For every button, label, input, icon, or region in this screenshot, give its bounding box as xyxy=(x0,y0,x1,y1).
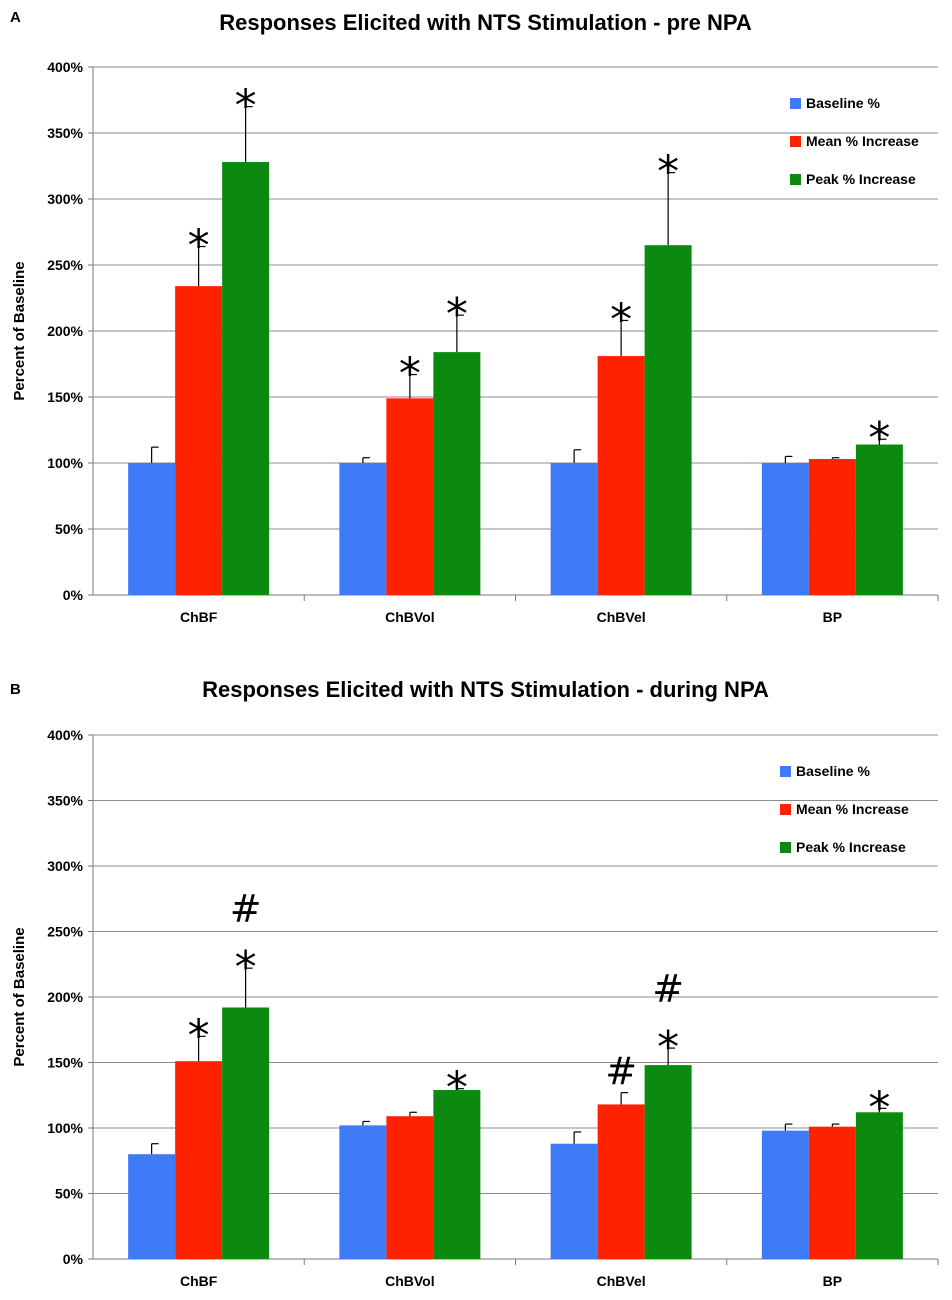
significance-star: * xyxy=(446,289,468,340)
bar-peak-chbvel xyxy=(644,1065,692,1259)
significance-star: * xyxy=(399,349,421,400)
y-tick-label: 200% xyxy=(47,989,83,1005)
y-tick-label: 400% xyxy=(47,59,83,75)
y-axis-label: Percent of Baseline xyxy=(11,261,28,400)
y-tick-label: 100% xyxy=(47,455,83,471)
bar-baseline-bp xyxy=(761,1130,809,1259)
legend-swatch-baseline xyxy=(780,766,791,777)
panel-label: B xyxy=(10,681,21,698)
significance-hash: # xyxy=(652,967,684,1011)
y-tick-label: 300% xyxy=(47,191,83,207)
x-tick-label: ChBVel xyxy=(597,1273,646,1289)
legend-swatch-mean xyxy=(790,136,801,147)
legend-label: Mean % Increase xyxy=(796,801,909,817)
y-tick-label: 50% xyxy=(55,1186,84,1202)
legend-swatch-peak xyxy=(780,842,791,853)
bar-mean-chbvol xyxy=(386,398,434,595)
bar-baseline-chbvel xyxy=(550,1143,598,1259)
bar-mean-bp xyxy=(808,1126,856,1259)
chart-title: Responses Elicited with NTS Stimulation … xyxy=(219,10,752,35)
bar-peak-chbf xyxy=(222,1007,270,1259)
y-tick-label: 200% xyxy=(47,323,83,339)
y-tick-label: 300% xyxy=(47,858,83,874)
bar-peak-chbvel xyxy=(644,245,692,595)
significance-star: * xyxy=(446,1063,468,1114)
bar-baseline-chbf xyxy=(128,1154,176,1259)
bar-mean-chbvel xyxy=(597,1104,645,1259)
bar-peak-bp xyxy=(855,1112,903,1259)
bar-baseline-bp xyxy=(761,463,809,595)
y-tick-label: 350% xyxy=(47,125,83,141)
y-tick-label: 350% xyxy=(47,793,83,809)
y-axis-label: Percent of Baseline xyxy=(11,927,28,1066)
y-tick-label: 0% xyxy=(63,1251,84,1267)
legend-swatch-mean xyxy=(780,804,791,815)
panel-a: A Responses Elicited with NTS Stimulation… xyxy=(10,9,939,625)
legend-swatch-peak xyxy=(790,174,801,185)
panel-b: B Responses Elicited with NTS Stimulation… xyxy=(10,677,939,1289)
bar-peak-chbvol xyxy=(433,1090,481,1259)
significance-star: * xyxy=(235,81,257,132)
significance-star: * xyxy=(657,147,679,198)
bar-baseline-chbvel xyxy=(550,463,598,595)
significance-star: * xyxy=(610,294,632,345)
bar-mean-chbf xyxy=(175,286,223,595)
legend-label: Mean % Increase xyxy=(806,133,919,149)
significance-hash: # xyxy=(230,887,262,931)
bar-mean-chbf xyxy=(175,1061,223,1259)
significance-hash: # xyxy=(605,1050,637,1094)
chart-title: Responses Elicited with NTS Stimulation … xyxy=(202,677,769,702)
significance-star: * xyxy=(868,413,890,464)
x-tick-label: ChBVel xyxy=(597,609,646,625)
x-tick-label: ChBF xyxy=(180,609,218,625)
x-tick-label: BP xyxy=(823,1273,842,1289)
y-tick-label: 250% xyxy=(47,924,83,940)
panel-label: A xyxy=(10,9,21,26)
bar-peak-bp xyxy=(855,444,903,595)
x-tick-label: ChBVol xyxy=(385,609,435,625)
y-tick-label: 0% xyxy=(63,587,84,603)
bar-peak-chbf xyxy=(222,162,270,596)
y-tick-label: 50% xyxy=(55,521,84,537)
legend-label: Baseline % xyxy=(806,95,880,111)
bar-baseline-chbvol xyxy=(339,463,387,595)
y-tick-label: 250% xyxy=(47,257,83,273)
x-tick-label: BP xyxy=(823,609,842,625)
legend-label: Peak % Increase xyxy=(796,839,906,855)
y-tick-label: 150% xyxy=(47,389,83,405)
y-tick-label: 400% xyxy=(47,727,83,743)
x-tick-label: ChBF xyxy=(180,1273,218,1289)
significance-star: * xyxy=(188,1010,210,1061)
bar-mean-chbvel xyxy=(597,356,645,595)
y-tick-label: 100% xyxy=(47,1120,83,1136)
legend-label: Baseline % xyxy=(796,763,870,779)
bar-peak-chbvol xyxy=(433,352,481,595)
significance-star: * xyxy=(657,1022,679,1073)
significance-star: * xyxy=(235,942,257,993)
significance-star: * xyxy=(868,1082,890,1133)
bar-baseline-chbvol xyxy=(339,1125,387,1259)
legend-swatch-baseline xyxy=(790,98,801,109)
bar-mean-chbvol xyxy=(386,1116,434,1259)
bar-mean-bp xyxy=(808,459,856,595)
legend-label: Peak % Increase xyxy=(806,171,916,187)
significance-star: * xyxy=(188,221,210,272)
y-tick-label: 150% xyxy=(47,1055,83,1071)
bar-baseline-chbf xyxy=(128,463,176,595)
x-tick-label: ChBVol xyxy=(385,1273,435,1289)
